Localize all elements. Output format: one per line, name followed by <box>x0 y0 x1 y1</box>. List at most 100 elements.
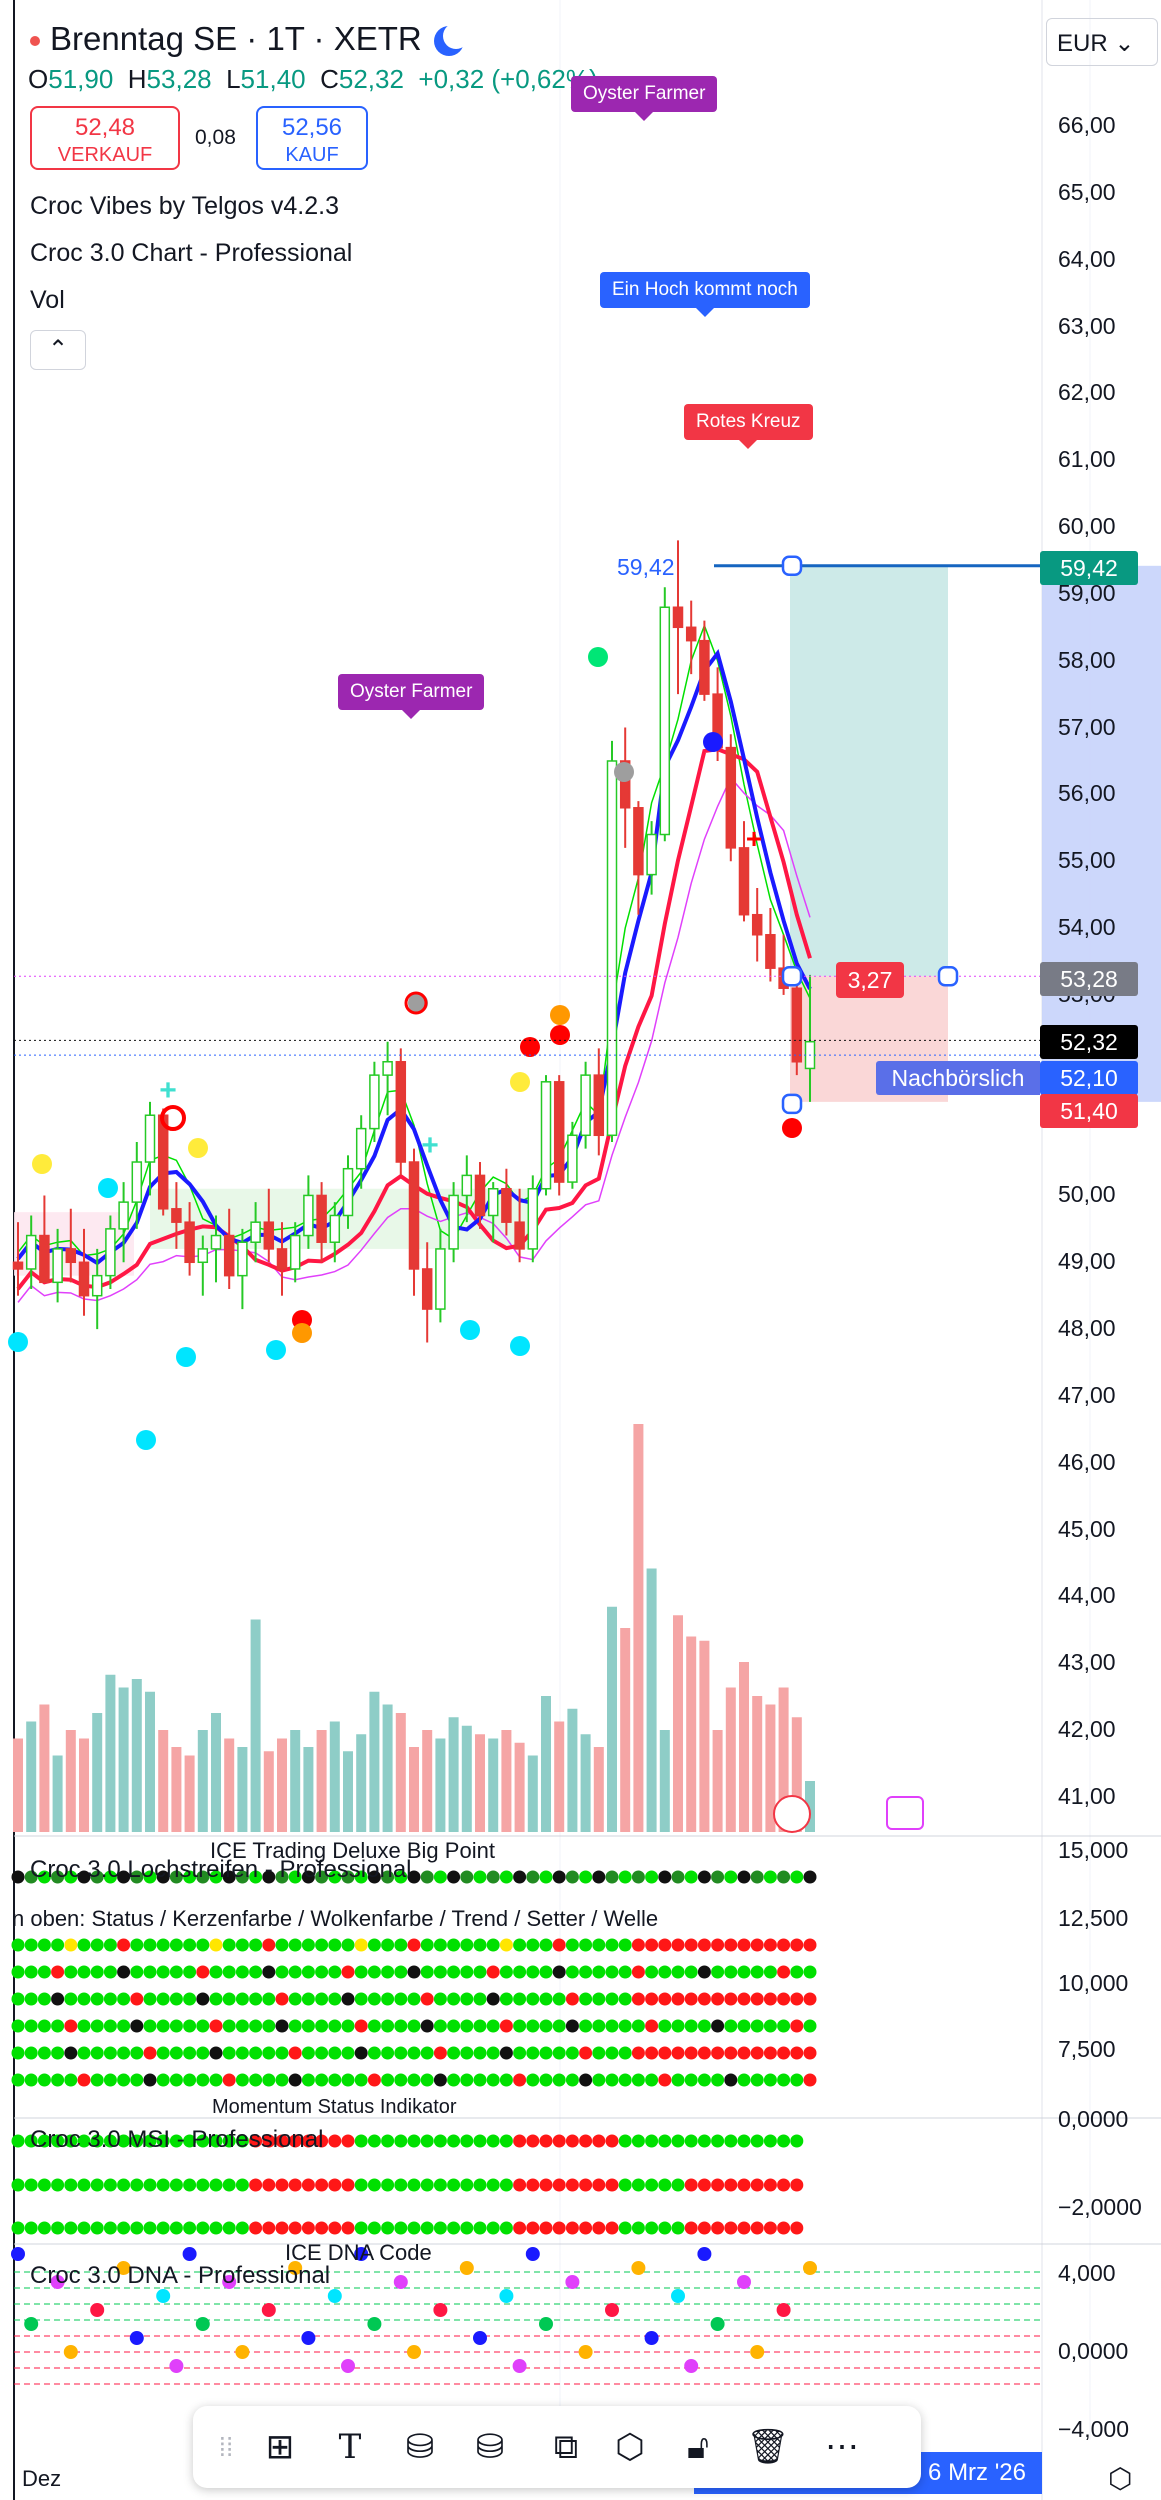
strip-dot <box>697 2073 711 2087</box>
dna-dot <box>684 2359 699 2373</box>
strip-dot <box>64 1870 78 1884</box>
strip-dot <box>671 2046 685 2060</box>
strip-dot <box>24 1938 38 1952</box>
axis-range-highlight <box>1042 565 1161 1102</box>
strip-dot <box>407 1870 421 1884</box>
strip-dot <box>552 1992 566 2006</box>
msi-dot <box>367 2178 381 2192</box>
msi-dot <box>658 2134 672 2148</box>
indicator-croc-vibes[interactable]: Croc Vibes by Telgos v4.2.3 <box>30 192 339 220</box>
strip-dot <box>433 2019 447 2033</box>
strip-dot <box>156 1938 170 1952</box>
collapse-indicators-button[interactable]: ⌃ <box>30 330 86 370</box>
fill-color-icon[interactable]: ⛁ <box>475 2428 505 2466</box>
strip-dot <box>803 1870 817 1884</box>
strip-dot <box>526 1938 540 1952</box>
msi-dot <box>169 2178 183 2192</box>
callout-ein-hoch[interactable]: Ein Hoch kommt noch <box>600 272 810 317</box>
paint-bucket-icon[interactable]: ⛁ <box>405 2428 435 2466</box>
buy-button[interactable]: 52,56 KAUF <box>256 106 368 170</box>
sub-axis-label: 7,500 <box>1058 2036 1116 2062</box>
strip-dot <box>526 2019 540 2033</box>
strip-dot <box>24 1870 38 1884</box>
callout-rotes-kreuz[interactable]: Rotes Kreuz <box>684 404 813 449</box>
msi-dot <box>526 2178 540 2192</box>
symbol-title[interactable]: Brenntag SE · 1T · XETR <box>30 20 469 58</box>
candle-body <box>659 606 671 836</box>
callout-oyster-farmer-mid[interactable]: Oyster Farmer <box>338 674 485 719</box>
settings-hexagon-icon[interactable]: ⬡ <box>1108 2463 1133 2494</box>
msi-dot <box>24 2134 38 2148</box>
strip-dot <box>235 1870 249 1884</box>
add-chart-icon[interactable]: ⧉ <box>553 2428 579 2466</box>
strip-dot <box>486 1870 500 1884</box>
sell-button[interactable]: 52,48 VERKAUF <box>30 106 180 170</box>
settings-hexagon-icon[interactable]: ⬡ <box>615 2428 645 2466</box>
strip-dot <box>618 1938 632 1952</box>
volume-bar <box>343 1751 353 1832</box>
strip-dot <box>724 1938 738 1952</box>
drawing-toolbar: ⁞⁞ ⊞ T ⛁ ⛁ ⧉ ⬡ 🔓︎ 🗑︎ ⋯ <box>193 2406 921 2488</box>
indicator-croc-chart[interactable]: Croc 3.0 Chart - Professional <box>30 239 353 267</box>
strip-dot <box>77 1965 91 1979</box>
strip-dot <box>183 1938 197 1952</box>
strip-dot <box>288 1938 302 1952</box>
strip-dot <box>315 2046 329 2060</box>
msi-dot <box>473 2221 487 2235</box>
market-status-dot <box>30 36 40 47</box>
unlock-icon[interactable]: 🔓︎ <box>686 2428 710 2466</box>
strip-dot <box>143 1965 157 1979</box>
strip-dot <box>196 1965 210 1979</box>
candle-body <box>395 1061 407 1163</box>
range-label[interactable]: 3,27 <box>836 962 904 998</box>
strip-dot <box>275 1938 289 1952</box>
msi-dot <box>90 2134 104 2148</box>
msi-dot <box>64 2178 78 2192</box>
msi-dot <box>486 2221 500 2235</box>
text-icon[interactable]: T <box>338 2427 362 2467</box>
lochstreifen-label[interactable]: Croc 3.0 Lochstreifen - Professional <box>30 1856 412 1883</box>
dna-code-label: ICE DNA Code <box>285 2240 432 2265</box>
strip-dot <box>117 1992 131 2006</box>
callout-oyster-farmer-top[interactable]: Oyster Farmer <box>571 76 718 121</box>
volume-bar <box>211 1713 221 1832</box>
msi-label[interactable]: Croc 3.0 MSI - Professional <box>30 2126 324 2153</box>
strip-dot <box>460 1870 474 1884</box>
candle-body <box>276 1248 288 1270</box>
strip-dot <box>737 1992 751 2006</box>
strip-dot <box>777 2073 791 2087</box>
msi-strips <box>11 2134 804 2235</box>
candle-body <box>738 847 750 916</box>
strip-dot <box>183 2046 197 2060</box>
indicator-vol[interactable]: Vol <box>30 286 65 314</box>
drag-handle-icon[interactable]: ⁞⁞ <box>218 2432 234 2462</box>
strip-dot <box>169 2019 183 2033</box>
add-object-icon[interactable]: ⊞ <box>265 2428 295 2466</box>
moon-icon[interactable] <box>433 23 469 57</box>
more-icon[interactable]: ⋯ <box>825 2428 859 2466</box>
volume-bar <box>65 1730 76 1832</box>
msi-dot <box>565 2134 579 2148</box>
strip-dot <box>301 1938 315 1952</box>
currency-select[interactable]: EUR ⌄ <box>1046 18 1158 66</box>
strip-dot <box>51 1965 65 1979</box>
volume-bar <box>145 1691 155 1832</box>
strip-dot <box>354 1965 368 1979</box>
strip-dot <box>526 2046 540 2060</box>
candle-body <box>105 1228 116 1277</box>
dna-dot <box>129 2331 144 2345</box>
msi-dot <box>420 2178 434 2192</box>
trash-icon[interactable]: 🗑︎ <box>746 2428 790 2466</box>
msi-dot <box>117 2178 131 2192</box>
signal-dot <box>188 1138 208 1158</box>
candle-body <box>725 746 737 849</box>
dna-dot <box>671 2289 685 2303</box>
msi-dot <box>684 2221 698 2235</box>
strip-dot <box>460 2073 474 2087</box>
strip-dot <box>249 2073 263 2087</box>
dna-label[interactable]: Croc 3.0 DNA - Professional <box>30 2262 331 2289</box>
dna-dot <box>354 2247 369 2261</box>
msi-dot <box>671 2221 685 2235</box>
dna-dot <box>63 2345 78 2359</box>
